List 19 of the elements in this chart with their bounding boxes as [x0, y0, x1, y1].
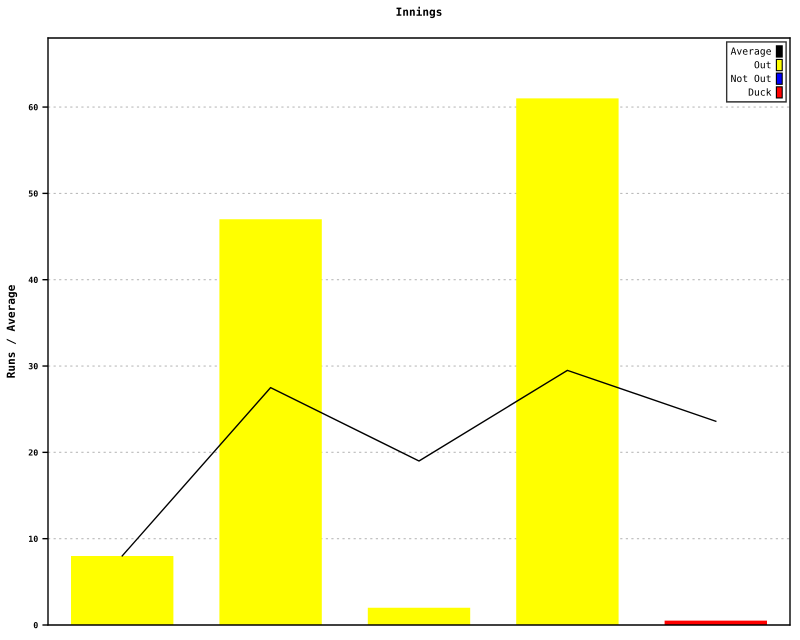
- bar: [368, 608, 470, 625]
- bar: [516, 98, 619, 625]
- y-tick-label: 0: [34, 622, 38, 628]
- line-series: [122, 370, 716, 557]
- y-tick-label: 40: [28, 276, 38, 283]
- legend-label: Not Out: [731, 74, 771, 82]
- bar: [219, 219, 322, 625]
- bar: [664, 620, 767, 625]
- legend-label: Duck: [748, 88, 772, 96]
- chart-title: Innings: [396, 6, 442, 18]
- legend-label: Out: [754, 61, 771, 68]
- legend-label: Average: [730, 48, 771, 57]
- y-tick-label: 50: [28, 190, 38, 197]
- y-axis-title: Runs / Average: [6, 285, 18, 378]
- y-tick-label: 10: [29, 536, 38, 542]
- bar: [71, 556, 174, 625]
- y-tick-label: 30: [28, 363, 38, 370]
- y-tick-label: 20: [28, 449, 38, 456]
- y-tick-label: 60: [28, 104, 38, 110]
